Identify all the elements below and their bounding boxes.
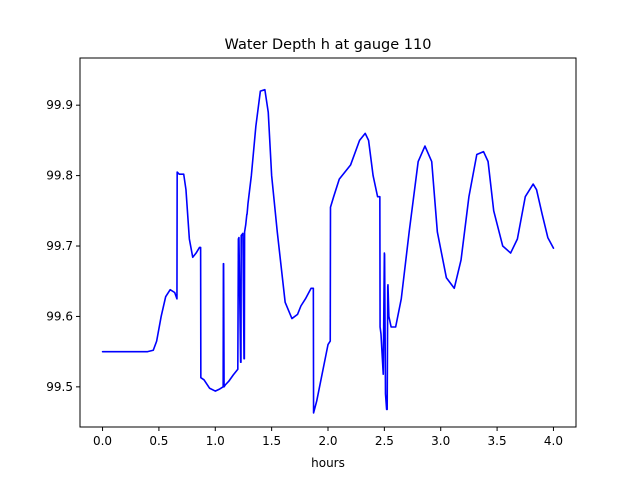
series-line-1 (101, 88, 555, 414)
y-tick-label: 99.5 (46, 380, 73, 394)
x-axis-label: hours (311, 456, 345, 470)
x-tick-label: 3.5 (488, 434, 507, 448)
x-tick-label: 0.0 (93, 434, 112, 448)
chart-title: Water Depth h at gauge 110 (225, 37, 432, 53)
y-tick-label: 99.7 (46, 239, 73, 253)
y-axis: 99.5 99.6 99.7 99.8 99.9 (46, 98, 80, 394)
x-tick-label: 2.0 (318, 434, 337, 448)
x-tick-label: 2.5 (375, 434, 394, 448)
y-tick-label: 99.6 (46, 309, 73, 323)
x-tick-label: 3.0 (431, 434, 450, 448)
x-tick-label: 1.5 (262, 434, 281, 448)
x-tick-label: 1.0 (206, 434, 225, 448)
y-tick-label: 99.9 (46, 98, 73, 112)
x-axis: 0.0 0.5 1.0 1.5 2.0 2.5 3.0 3.5 4.0 (93, 427, 563, 448)
plot-area (101, 88, 555, 414)
y-tick-label: 99.8 (46, 169, 73, 183)
x-tick-label: 0.5 (149, 434, 168, 448)
x-tick-label: 4.0 (544, 434, 563, 448)
